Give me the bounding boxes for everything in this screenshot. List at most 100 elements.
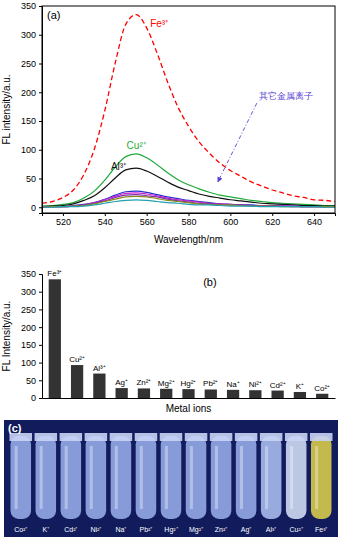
tick: 100 — [21, 358, 42, 368]
vial-label: Ni²⁺ — [90, 526, 102, 533]
tick: 350 — [21, 269, 42, 279]
vial — [286, 436, 307, 519]
tick-label: 520 — [56, 217, 71, 227]
series-line — [42, 154, 335, 206]
plot-area — [49, 279, 329, 398]
vial-glass — [140, 446, 143, 509]
vial-cap — [10, 433, 33, 441]
tick-label: 0 — [31, 393, 36, 403]
tick-mark — [189, 213, 190, 216]
tick: 640 — [307, 213, 322, 227]
tick-mark — [39, 121, 42, 122]
vial-cap — [160, 433, 183, 441]
tick-label: 200 — [21, 88, 36, 98]
tick-mark — [147, 213, 148, 216]
category-label: Cd²⁺ — [270, 381, 286, 390]
category-label: Hg²⁺ — [181, 379, 197, 388]
vial — [61, 436, 82, 519]
vial-cap — [85, 433, 108, 441]
tick: 300 — [21, 287, 42, 297]
tick-mark — [39, 345, 42, 346]
series-line — [42, 191, 335, 207]
tick-label: 300 — [21, 287, 36, 297]
category-label: Na⁺ — [226, 380, 239, 389]
vial-glass — [115, 446, 118, 509]
tick-mark — [314, 213, 315, 216]
axis-line — [43, 398, 336, 399]
tick: 150 — [21, 340, 42, 350]
series-label: Al³⁺ — [111, 161, 127, 172]
tick-mark — [39, 327, 42, 328]
vial-cap — [60, 433, 83, 441]
tick-mark — [39, 363, 42, 364]
tick: 200 — [21, 323, 42, 333]
tick: 580 — [181, 213, 196, 227]
series-line — [42, 196, 335, 207]
tick: 150 — [21, 116, 42, 126]
tick-label: 540 — [98, 217, 113, 227]
category-label: Zn²⁺ — [136, 378, 151, 387]
bar — [205, 389, 217, 398]
vial-glass — [15, 446, 18, 509]
tick-mark — [39, 35, 42, 36]
tick: 50 — [26, 174, 42, 184]
tick: 250 — [21, 59, 42, 69]
bar — [160, 389, 172, 398]
bar — [93, 374, 105, 398]
axis-line — [39, 7, 43, 214]
vial-cap — [235, 433, 258, 441]
tick: 200 — [21, 88, 42, 98]
vial-cap — [260, 433, 283, 441]
figure: 5205405605806006206400501001502002503003… — [0, 0, 342, 539]
tick-mark — [39, 207, 42, 208]
tick-label: 250 — [21, 305, 36, 315]
vial-glass — [315, 446, 318, 509]
tick-mark — [39, 150, 42, 151]
panel-title: (c) — [8, 422, 22, 434]
tick-mark — [39, 179, 42, 180]
vial-cap — [135, 433, 158, 441]
bar — [294, 392, 306, 398]
vial-glass — [265, 446, 268, 509]
tick-mark — [230, 213, 231, 216]
tick: 600 — [223, 213, 238, 227]
vial-label: K⁺ — [42, 526, 50, 533]
bar — [182, 389, 194, 398]
tick-mark — [39, 274, 42, 275]
annotation: 其它金属离子 — [259, 91, 313, 101]
tick: 560 — [140, 213, 155, 227]
vial-label: Hg²⁺ — [164, 526, 178, 534]
vial-glass — [65, 446, 68, 509]
photo-background — [4, 420, 338, 537]
vial-glass — [215, 446, 218, 509]
category-label: Pb²⁺ — [203, 379, 218, 388]
vial-cap — [310, 433, 333, 441]
vial-cap — [285, 433, 308, 441]
tick-label: 580 — [181, 217, 196, 227]
panel-title: (a) — [47, 9, 60, 21]
vial-label: Cu²⁺ — [290, 526, 304, 533]
vial-glass — [240, 446, 243, 509]
x-axis: 520540560580600620640 — [43, 213, 336, 227]
tick: 250 — [21, 305, 42, 315]
vial-label: Zn²⁺ — [215, 526, 229, 533]
tick: 540 — [98, 213, 113, 227]
tick-label: 100 — [21, 145, 36, 155]
series-line — [42, 200, 335, 207]
tick-label: 50 — [26, 376, 36, 386]
y-axis: 0 50 100 150 200 250 300 350 — [21, 269, 43, 403]
vial — [111, 436, 132, 519]
vial — [136, 436, 157, 519]
y-axis: 050100150200250300350 — [21, 1, 43, 213]
vial-cap — [35, 433, 58, 441]
tick: 100 — [21, 145, 42, 155]
y-axis-title: FL intensity/a.u. — [1, 74, 12, 144]
bar — [71, 365, 83, 398]
tick-label: 50 — [26, 174, 36, 184]
series-label: Fe³⁺ — [150, 18, 169, 29]
vial-glass — [165, 446, 168, 509]
vial — [311, 436, 332, 519]
vial — [186, 436, 207, 519]
vial-cap — [110, 433, 133, 441]
vial — [11, 436, 32, 519]
